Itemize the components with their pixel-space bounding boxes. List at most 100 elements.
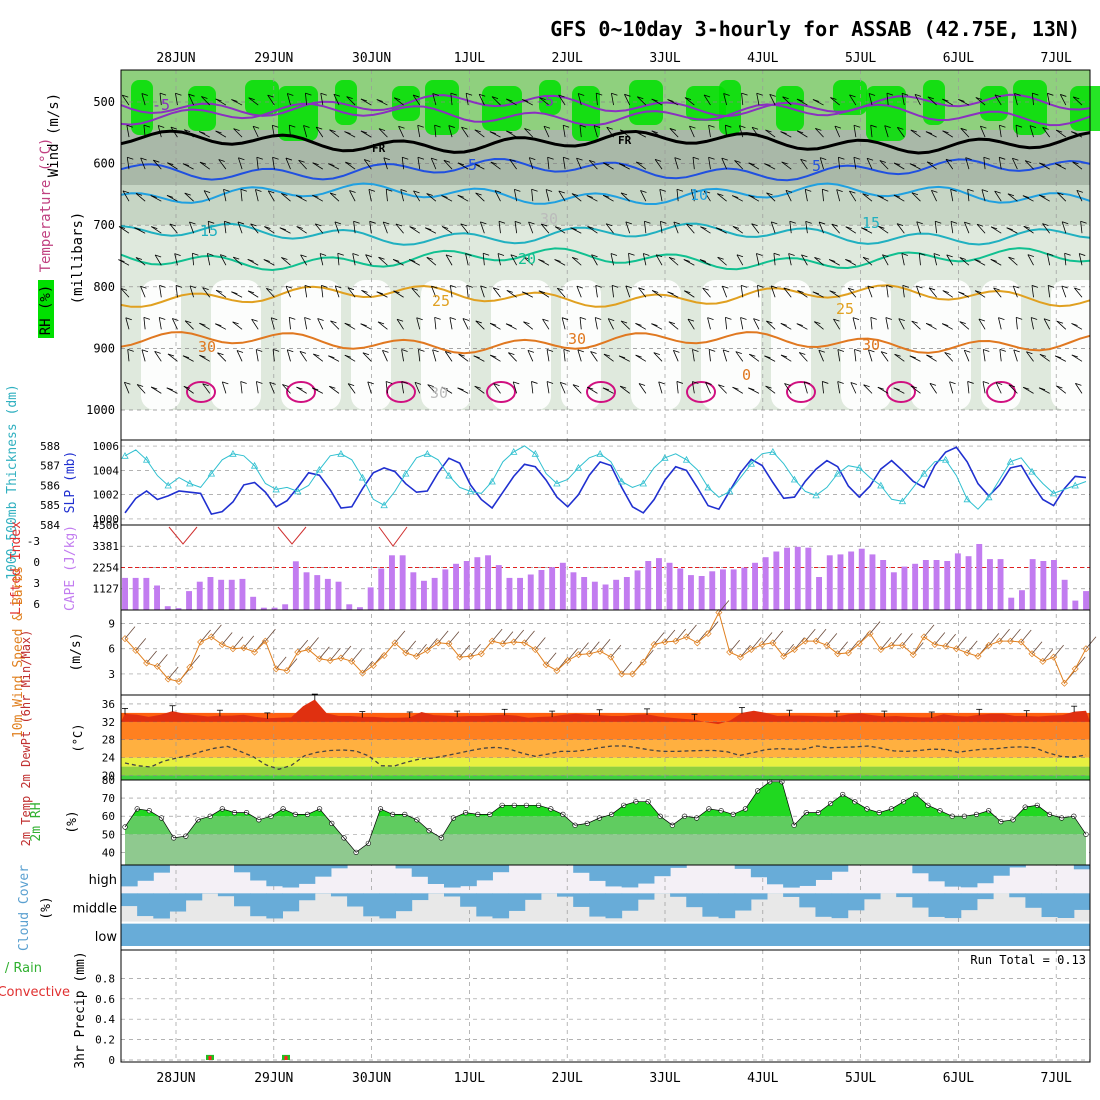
cloud-high-bar xyxy=(589,865,606,881)
cloud-middle-bar xyxy=(298,893,316,901)
contour-label: 30 xyxy=(862,336,880,354)
wind-speed-marker xyxy=(553,667,561,675)
wind-barb-10m xyxy=(750,637,762,650)
wind-barb xyxy=(705,382,711,394)
temperature-contour xyxy=(120,93,1091,118)
wind-barb-flag xyxy=(432,349,439,353)
wind-barb-10m xyxy=(502,631,514,644)
wind-barb xyxy=(950,221,954,234)
thickness-marker xyxy=(1028,467,1036,475)
wind-barb-flag xyxy=(1039,194,1046,198)
date-label-top: 5JUL xyxy=(845,51,876,66)
wind-barb xyxy=(586,386,598,394)
wind-barb-flag xyxy=(364,159,371,162)
wind-barb xyxy=(1013,349,1018,362)
wind-barb xyxy=(734,160,744,170)
cloud-middle-bar xyxy=(1025,893,1043,908)
wind-barb-flag xyxy=(151,226,158,229)
cloud-high-bar xyxy=(1073,865,1091,870)
wind-barb-flag xyxy=(944,352,951,355)
wind-barb-flag xyxy=(344,131,351,134)
cloud-high-bar xyxy=(492,865,510,873)
wind-barb-flag xyxy=(766,320,773,324)
wind-barb xyxy=(651,98,663,106)
wind-barb-flag xyxy=(166,387,173,391)
wind-barb-flag xyxy=(608,318,615,321)
wind-barb xyxy=(898,318,905,330)
wind-barb-flag xyxy=(764,355,771,359)
rh2m-tick: 60 xyxy=(102,810,115,823)
wind-barb-flag xyxy=(411,287,418,291)
wind-barb-flag xyxy=(960,127,967,131)
wind-speed-marker xyxy=(974,652,982,660)
wind-barb xyxy=(329,192,340,202)
wind-barb xyxy=(850,382,857,394)
wind-barb-flag xyxy=(506,130,513,134)
cloud-high-bar xyxy=(411,865,429,877)
wind-barb xyxy=(974,290,986,298)
wind-barb xyxy=(382,221,388,234)
wind-barb xyxy=(990,226,1002,234)
wind-barb-flag xyxy=(845,259,852,262)
wind-barb xyxy=(724,125,728,138)
date-label-top: 29JUN xyxy=(254,51,293,66)
wind-barb-flag xyxy=(431,285,438,289)
wind-speed-marker xyxy=(607,653,615,661)
cloud-middle-bar xyxy=(799,893,816,908)
wind-barb-flag xyxy=(347,383,355,387)
wind-barb-flag xyxy=(352,253,359,256)
cape-bar xyxy=(250,596,257,610)
wind-barb-flag xyxy=(1071,354,1078,358)
wind-barb xyxy=(654,159,663,170)
wind-barb-10m xyxy=(794,637,805,650)
wind-barb xyxy=(789,221,792,234)
cloud-high-bar xyxy=(653,865,671,877)
wind-barb-flag xyxy=(263,259,270,262)
wind-barb-flag xyxy=(668,321,675,325)
wind-barb xyxy=(836,189,841,202)
thickness-marker xyxy=(488,477,496,485)
wind-speed-marker xyxy=(985,641,993,649)
wind-barb-flag xyxy=(638,287,645,291)
wind-barb-flag xyxy=(208,220,215,224)
cloud-level-label: middle xyxy=(73,902,117,917)
wind-barb-flag xyxy=(982,381,990,384)
wind-speed-marker xyxy=(369,662,377,670)
lifted-index-line xyxy=(378,526,408,547)
wind-barb xyxy=(401,157,404,170)
wind-barb xyxy=(942,130,953,138)
cloud-middle-bar xyxy=(217,893,235,897)
wind-barb-flag xyxy=(1057,192,1064,196)
wind-barb-flag xyxy=(483,252,490,256)
wind-barb xyxy=(886,285,889,298)
wind-barb-flag xyxy=(699,259,707,262)
rh-contour-blob xyxy=(686,381,716,403)
wind-barb-flag xyxy=(320,92,327,96)
temp-tick: 32 xyxy=(102,716,115,729)
cloud-middle-bar xyxy=(670,893,687,897)
cape-bar xyxy=(709,571,716,610)
cape-bar xyxy=(826,555,833,610)
cloud-middle-bar xyxy=(266,893,283,919)
wind-barb-flag xyxy=(531,188,538,192)
wind-barb-flag xyxy=(480,221,487,225)
wind-barb xyxy=(124,382,130,394)
wind-barb-flag xyxy=(1043,318,1051,322)
cape-bar xyxy=(474,557,481,610)
wind-barb xyxy=(798,352,808,362)
cloud-high-bar xyxy=(944,865,962,887)
wind-barb xyxy=(240,189,243,202)
wind-barb-flag xyxy=(510,254,517,258)
wind-barb-flag xyxy=(822,188,829,192)
wind-barb-flag xyxy=(386,188,393,192)
cloud-middle-bar xyxy=(718,893,736,919)
wind-barb xyxy=(417,125,421,138)
temp-max-area xyxy=(121,699,1090,725)
wind-barb-flag xyxy=(216,289,223,293)
wind-barb xyxy=(344,322,356,330)
wind-barb xyxy=(628,253,631,266)
wind-barb-flag xyxy=(521,291,529,295)
wind-barb-flag xyxy=(369,220,376,224)
wind-barb xyxy=(416,317,421,330)
wind-barb-flag xyxy=(999,124,1006,128)
